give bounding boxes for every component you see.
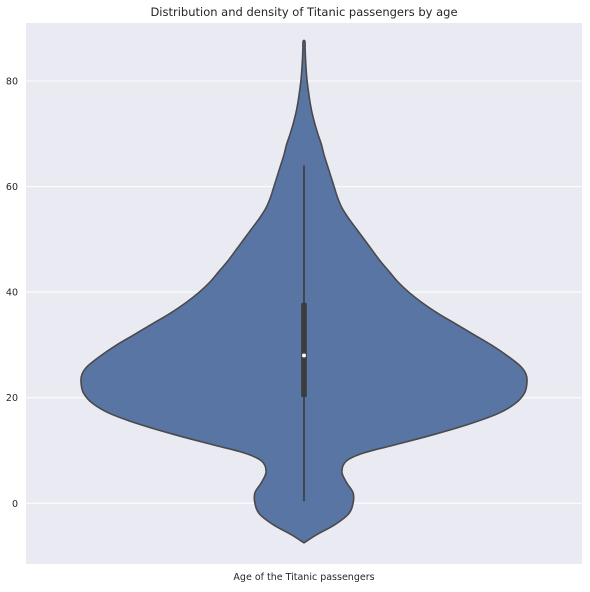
y-tick-label: 40 [6,288,18,299]
y-tick-label: 60 [6,182,18,193]
x-axis-label: Age of the Titanic passengers [233,572,374,583]
median-marker [302,353,306,358]
y-tick-label: 20 [6,393,18,404]
y-tick-label: 0 [12,499,18,510]
y-tick-label: 80 [6,77,18,88]
iqr-box [301,302,307,398]
chart-title: Distribution and density of Titanic pass… [150,5,457,19]
y-axis-ticks: 0 20 40 60 80 [6,77,18,510]
